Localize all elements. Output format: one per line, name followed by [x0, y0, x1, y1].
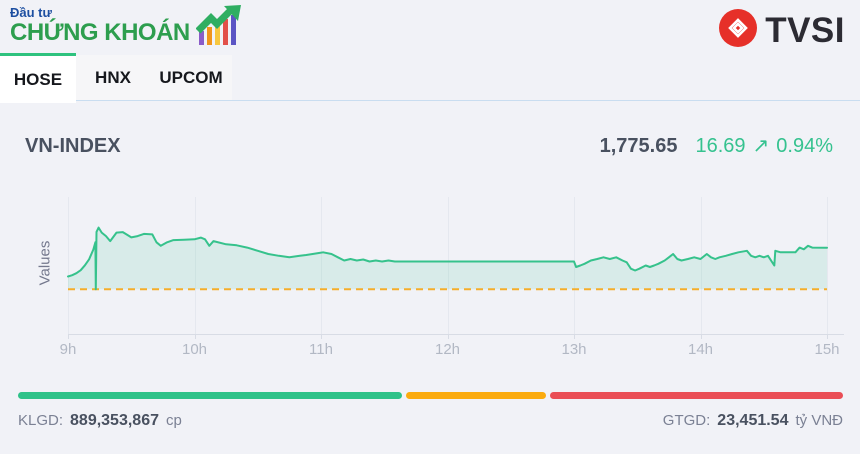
klgd-unit: cp: [166, 412, 182, 429]
market-breadth-bar: [18, 392, 843, 399]
klgd-label: KLGD:: [18, 412, 64, 429]
index-name: VN-INDEX: [25, 135, 121, 157]
index-change: 16.69 ↗ 0.94%: [695, 133, 833, 158]
index-header: VN-INDEX 1,775.65 16.69 ↗ 0.94%: [25, 133, 833, 158]
tab-upcom[interactable]: UPCOM: [159, 67, 223, 87]
y-axis-label: Values: [36, 240, 54, 286]
gtgd-label: GTGD:: [662, 412, 711, 429]
klgd-value: 889,353,867: [70, 412, 159, 429]
index-value: 1,775.65: [599, 135, 678, 157]
logo-line2: CHỨNG KHOÁN: [10, 18, 190, 46]
tab-hose[interactable]: HOSE: [0, 53, 76, 103]
index-change-points: 16.69: [695, 135, 746, 157]
x-tick-14h: 14h: [687, 341, 714, 358]
tvsi-mark-icon: [718, 8, 758, 53]
value-stat: GTGD: 23,451.54 tỷ VNĐ: [663, 412, 843, 430]
tvsi-wordmark: TVSI: [765, 10, 845, 50]
tab-hnx[interactable]: HNX: [95, 67, 131, 87]
index-values: 1,775.65 16.69 ↗ 0.94%: [600, 133, 833, 158]
breadth-segment-unchanged: [406, 392, 546, 399]
x-tick-12h: 12h: [434, 341, 461, 358]
x-tick-10h: 10h: [181, 341, 208, 358]
tabbar-divider: [0, 100, 860, 101]
bar-chart-arrow-icon: [195, 5, 242, 45]
x-tick-11h: 11h: [309, 341, 333, 358]
logo-line1: Đầu tư: [10, 5, 52, 21]
x-tick-13h: 13h: [561, 341, 587, 358]
x-tick-9h: 9h: [59, 341, 77, 358]
logo-text: Đầu tư CHỨNG KHOÁN: [10, 6, 190, 45]
tvsi-logo: TVSI: [718, 8, 845, 53]
gtgd-value: 23,451.54: [717, 412, 789, 429]
gtgd-unit: tỷ VNĐ: [795, 412, 843, 429]
breadth-segment-advancers: [18, 392, 403, 399]
dautu-chungkhoan-logo: Đầu tư CHỨNG KHOÁN: [10, 5, 242, 45]
x-axis-labels: 9h 10h 11h 12h 13h 14h 15h: [60, 341, 844, 361]
breadth-segment-decliners: [549, 392, 843, 399]
volume-stat: KLGD: 889,353,867 cp: [18, 412, 182, 430]
intraday-area-chart: [67, 197, 844, 339]
index-change-percent: 0.94%: [776, 135, 833, 157]
up-arrow-icon: ↗: [752, 135, 770, 157]
exchange-tabs: HOSE HNX UPCOM: [0, 53, 232, 103]
x-tick-15h: 15h: [814, 341, 840, 358]
